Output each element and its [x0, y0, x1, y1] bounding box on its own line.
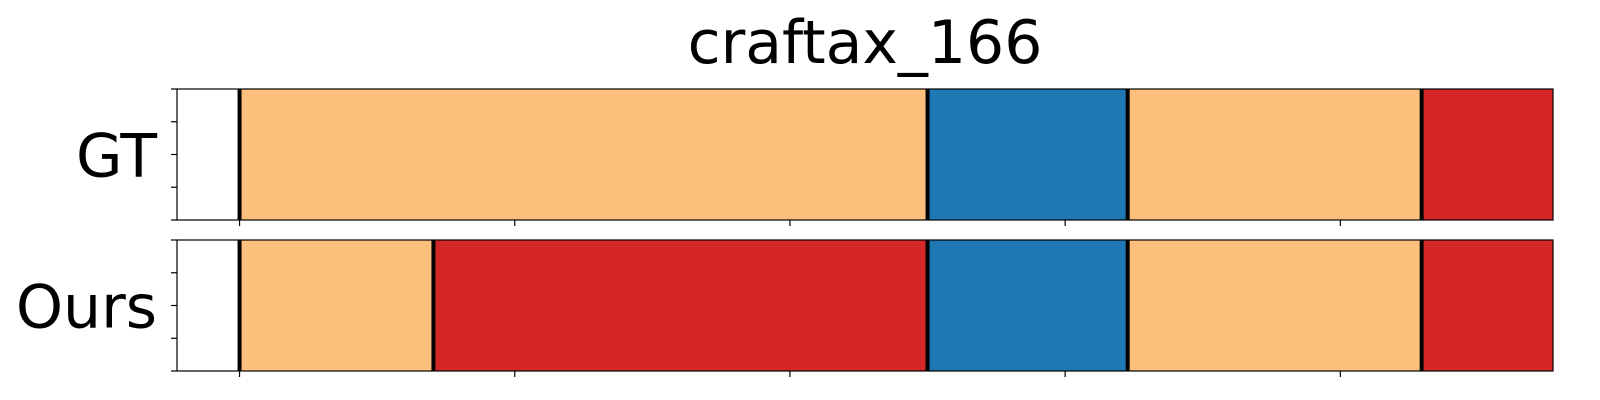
row-label-gt: GT [76, 122, 157, 192]
segment-ours-4 [1421, 240, 1553, 371]
segment-ours-3 [1127, 240, 1422, 371]
segment-gt-3 [1421, 89, 1553, 220]
panel-gt: GT [76, 88, 1554, 226]
segment-gt-0 [239, 89, 928, 220]
segment-gt-1 [927, 89, 1128, 220]
segment-ours-2 [927, 240, 1128, 371]
segment-gt-2 [1127, 89, 1422, 220]
chart-panels: GT Ours [16, 88, 1554, 377]
row-label-ours: Ours [16, 273, 157, 343]
segment-ours-0 [239, 240, 434, 371]
segment-ours-1 [433, 240, 928, 371]
panel-ours: Ours [16, 239, 1554, 377]
chart-title: craftax_166 [688, 8, 1043, 78]
